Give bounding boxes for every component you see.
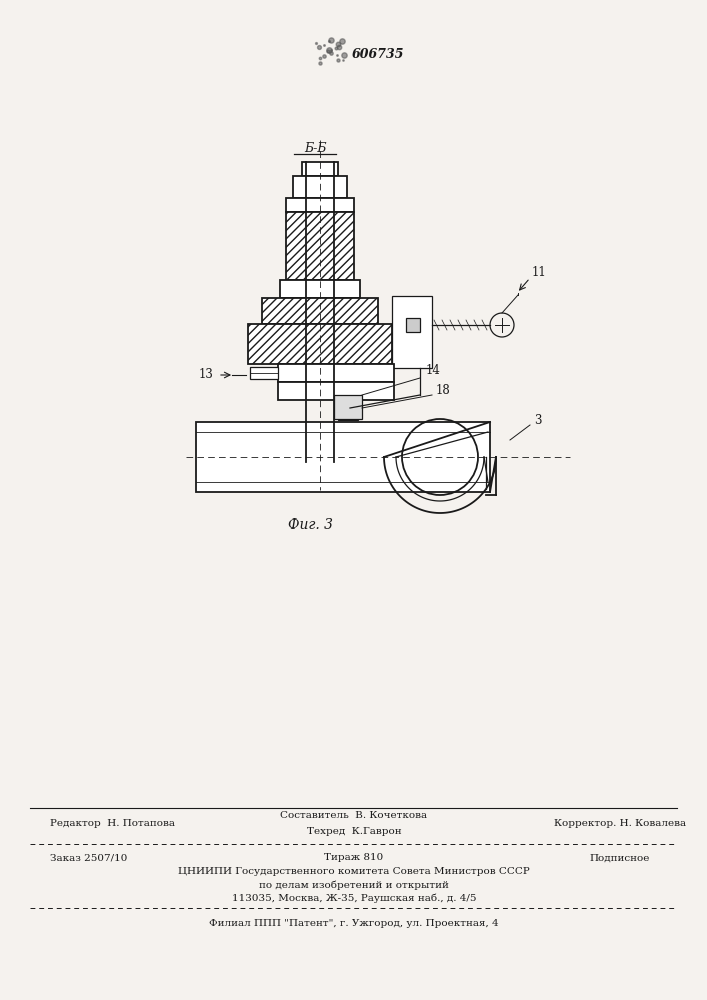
Text: Тираж 810: Тираж 810: [325, 854, 384, 862]
Text: Подписное: Подписное: [590, 854, 650, 862]
Text: 14: 14: [426, 363, 441, 376]
Text: Заказ 2507/10: Заказ 2507/10: [50, 854, 127, 862]
Text: Б-Б: Б-Б: [304, 141, 326, 154]
Bar: [278, 364, 394, 382]
Text: Техред  К.Гаврон: Техред К.Гаврон: [307, 828, 402, 836]
Text: по делам изобретений и открытий: по делам изобретений и открытий: [259, 880, 449, 890]
Bar: [302, 162, 338, 176]
Bar: [286, 198, 354, 212]
Text: 606735: 606735: [352, 48, 404, 62]
Text: 113035, Москва, Ж-35, Раушская наб., д. 4/5: 113035, Москва, Ж-35, Раушская наб., д. …: [232, 893, 477, 903]
Bar: [196, 422, 490, 492]
Text: ЦНИИПИ Государственного комитета Совета Министров СССР: ЦНИИПИ Государственного комитета Совета …: [178, 867, 530, 876]
Text: Филиал ППП "Патент", г. Ужгород, ул. Проектная, 4: Филиал ППП "Патент", г. Ужгород, ул. Про…: [209, 920, 499, 928]
Bar: [334, 395, 362, 419]
Bar: [338, 400, 358, 420]
Bar: [280, 280, 360, 298]
Bar: [262, 298, 378, 324]
Text: 3: 3: [534, 414, 542, 426]
Text: Редактор  Н. Потапова: Редактор Н. Потапова: [50, 820, 175, 828]
Bar: [278, 382, 394, 400]
Text: 13: 13: [199, 368, 214, 381]
Bar: [250, 367, 278, 379]
Bar: [406, 318, 420, 332]
Bar: [392, 296, 432, 368]
Text: 18: 18: [436, 383, 451, 396]
Bar: [248, 324, 392, 364]
Bar: [286, 212, 354, 280]
Text: 11: 11: [532, 265, 547, 278]
Bar: [293, 176, 347, 198]
Text: Составитель  В. Кочеткова: Составитель В. Кочеткова: [281, 812, 428, 820]
Text: Корректор. Н. Ковалева: Корректор. Н. Ковалева: [554, 820, 686, 828]
Text: Фиг. 3: Фиг. 3: [288, 518, 332, 532]
